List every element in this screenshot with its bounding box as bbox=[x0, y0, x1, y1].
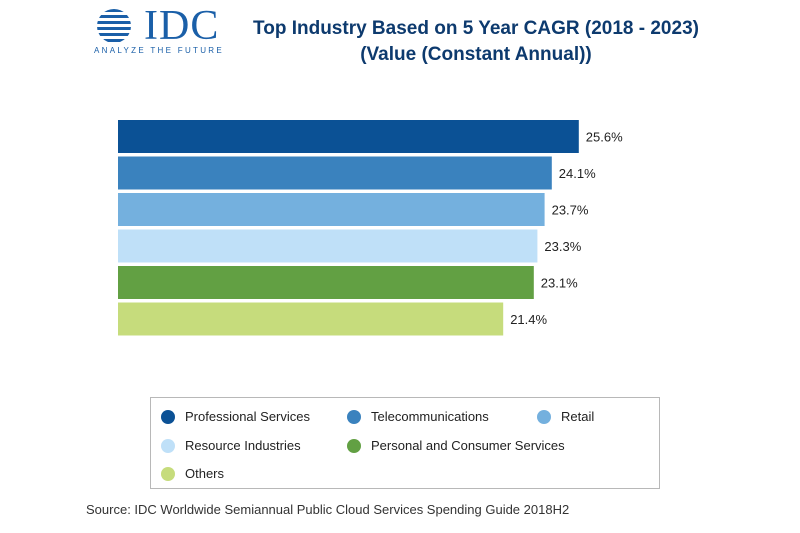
legend-label: Others bbox=[185, 466, 225, 481]
legend-swatch-icon bbox=[161, 438, 175, 453]
legend-item: Personal and Consumer Services bbox=[347, 438, 565, 453]
legend-swatch-icon bbox=[161, 466, 175, 481]
legend-label: Retail bbox=[561, 409, 595, 424]
legend-label: Professional Services bbox=[185, 409, 310, 424]
idc-globe-icon bbox=[97, 9, 131, 42]
legend-label: Telecommunications bbox=[371, 409, 489, 424]
bar-professional-services bbox=[118, 120, 579, 153]
chart-legend: Professional Services Telecommunications R… bbox=[150, 397, 660, 489]
bar-value-label: 25.6% bbox=[586, 130, 623, 145]
chart-title-line2: (Value (Constant Annual)) bbox=[360, 44, 592, 65]
bar-value-label: 23.7% bbox=[552, 203, 589, 218]
logo-wordmark: IDC bbox=[144, 3, 220, 49]
bar-value-label: 23.3% bbox=[544, 239, 581, 254]
bar-value-label: 24.1% bbox=[559, 166, 596, 181]
legend-item: Resource Industries bbox=[161, 438, 301, 453]
legend-swatch-icon bbox=[537, 409, 551, 424]
bar-personal-and-consumer-services bbox=[118, 266, 534, 299]
legend-item: Professional Services bbox=[161, 409, 310, 424]
legend-swatch-icon bbox=[161, 409, 175, 424]
chart-title: Top Industry Based on 5 Year CAGR (2018 … bbox=[236, 16, 716, 68]
legend-item: Telecommunications bbox=[347, 409, 489, 424]
bar-telecommunications bbox=[118, 156, 552, 190]
bar-retail bbox=[118, 193, 545, 226]
bar-value-label: 23.1% bbox=[541, 276, 578, 291]
legend-swatch-icon bbox=[347, 409, 361, 424]
bar-value-label: 21.4% bbox=[510, 312, 547, 327]
legend-item: Others bbox=[161, 466, 224, 481]
chart-title-line1: Top Industry Based on 5 Year CAGR (2018 … bbox=[253, 18, 699, 39]
legend-label: Personal and Consumer Services bbox=[371, 438, 565, 453]
idc-logo: IDC ANALYZE THE FUTURE bbox=[92, 3, 227, 56]
bar-others bbox=[118, 302, 504, 336]
legend-swatch-icon bbox=[347, 438, 361, 453]
source-note: Source: IDC Worldwide Semiannual Public … bbox=[86, 502, 570, 517]
bar-resource-industries bbox=[118, 229, 538, 263]
legend-item: Retail bbox=[537, 409, 594, 424]
bar-chart: 25.6% 24.1% 23.7% 23.3% 23.1% 21.4% bbox=[118, 120, 623, 336]
legend-label: Resource Industries bbox=[185, 438, 301, 453]
logo-tagline: ANALYZE THE FUTURE bbox=[94, 46, 225, 55]
